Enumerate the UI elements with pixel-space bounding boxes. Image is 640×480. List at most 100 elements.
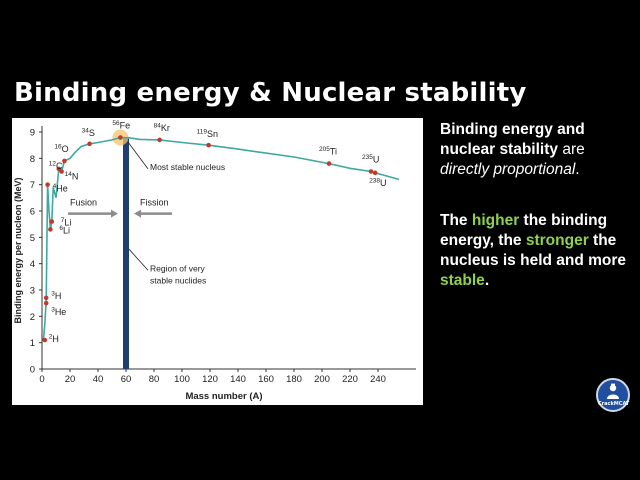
element-symbol: C (56, 161, 63, 171)
x-tick-label: 160 (258, 374, 274, 385)
side2-part-a: The (440, 212, 472, 229)
y-tick-label: 5 (30, 233, 35, 244)
data-point-3he (43, 300, 49, 306)
element-symbol: U (380, 178, 387, 188)
mass-number-superscript: 205 (319, 146, 330, 153)
point-label-16o: 16O (54, 143, 68, 154)
mass-number-superscript: 7 (61, 217, 65, 224)
mass-number-superscript: 235 (362, 154, 373, 161)
data-point-4he (45, 182, 50, 187)
x-tick-label: 240 (370, 374, 386, 385)
fusion-label: Fusion (70, 198, 97, 208)
mass-number-superscript: 4 (53, 183, 57, 190)
element-symbol: H (55, 291, 62, 301)
point-label-205ti: 205Ti (319, 146, 337, 157)
stable-region-bar (123, 138, 129, 369)
point-label-235u: 235U (362, 154, 379, 165)
fusion-arrow-head (111, 209, 118, 218)
x-tick-label: 220 (342, 374, 358, 385)
side-text-stability: The higher the binding energy, the stron… (440, 211, 635, 291)
most-stable-label: Most stable nucleus (150, 162, 225, 172)
element-symbol: S (89, 128, 95, 138)
side2-highlight-stable: stable (440, 272, 485, 289)
mass-number-superscript: 3 (51, 290, 55, 297)
point-label-7li: 7Li (61, 217, 72, 228)
logo-text: CrackMCAT (598, 401, 630, 407)
data-point-205ti (326, 161, 332, 166)
data-point-84kr (157, 137, 162, 143)
element-symbol: Li (64, 218, 71, 228)
side1-part-a: Binding energy and nuclear stability (440, 121, 585, 158)
mass-number-superscript: 238 (369, 177, 380, 184)
y-tick-label: 1 (30, 338, 35, 349)
fission-arrow-head (134, 209, 141, 218)
x-tick-label: 180 (286, 374, 302, 385)
data-point-3h (43, 295, 49, 301)
mass-number-superscript: 12 (49, 160, 57, 167)
binding-energy-chart: 0 1 2 3 4 5 6 7 8 9 0 20 40 60 80 100 120 140 160 180 200 220… (12, 118, 423, 405)
x-axis-label: Mass number (A) (185, 391, 262, 402)
side2-highlight-stronger: stronger (525, 232, 589, 249)
element-symbol: U (373, 155, 380, 165)
y-tick-label: 2 (30, 312, 35, 323)
element-symbol: He (55, 307, 67, 317)
side1-part-c: directly proportional (440, 161, 576, 178)
element-symbol: Li (63, 225, 70, 235)
x-tick-label: 20 (65, 374, 76, 385)
data-point-14n (59, 169, 64, 174)
y-tick-label: 7 (30, 180, 35, 191)
data-point-16o (62, 158, 67, 164)
x-tick-label: 100 (174, 374, 190, 385)
point-label-2h: 2H (49, 334, 59, 345)
data-point-34s (87, 141, 92, 147)
element-symbol: O (62, 144, 69, 154)
mass-number-superscript: 14 (65, 171, 73, 178)
data-point-6li (48, 227, 53, 232)
data-point-7li (49, 219, 55, 224)
side1-part-b: are (558, 141, 585, 158)
data-point-235u (368, 169, 374, 174)
y-tick-label: 8 (30, 154, 35, 165)
x-tick-label: 0 (39, 374, 44, 385)
y-tick-label: 4 (30, 259, 35, 270)
region-label-line1: Region of very (150, 264, 206, 274)
point-label-6li: 6Li (59, 225, 70, 236)
mass-number-superscript: 6 (59, 225, 63, 232)
side2-part-e: the nucleus is held and more (440, 232, 627, 269)
data-point-119sn (206, 142, 211, 148)
mass-number-superscript: 2 (49, 334, 53, 341)
y-axis-label: Binding energy per nucleon (MeV) (13, 177, 23, 323)
element-symbol: Fe (120, 121, 131, 131)
point-label-4he: 4He (53, 183, 68, 194)
mass-number-superscript: 16 (54, 143, 62, 150)
most-stable-pointer (127, 141, 149, 170)
crackmcat-logo: CrackMCAT (596, 378, 630, 412)
x-tick-label: 140 (230, 374, 246, 385)
point-label-34s: 34S (82, 127, 95, 138)
side1-part-d: . (575, 161, 580, 178)
point-label-84kr: 84Kr (154, 122, 170, 132)
point-label-3h: 3H (51, 290, 61, 301)
fission-label: Fission (140, 198, 169, 208)
y-tick-label: 3 (30, 286, 35, 297)
mass-number-superscript: 34 (82, 127, 90, 134)
x-tick-label: 200 (314, 374, 330, 385)
mass-number-superscript: 84 (154, 122, 162, 129)
y-tick-label: 9 (30, 128, 35, 139)
y-tick-label: 0 (30, 365, 35, 376)
point-label-12c: 12C (49, 160, 63, 171)
side2-highlight-higher: higher (471, 212, 520, 229)
mass-number-superscript: 3 (51, 307, 55, 314)
element-symbol: Ti (330, 147, 337, 157)
data-point-56fe (118, 135, 123, 140)
y-tick-label: 6 (30, 207, 35, 218)
mass-number-superscript: 56 (112, 120, 120, 127)
region-pointer (128, 248, 149, 271)
x-tick-label: 40 (93, 374, 104, 385)
doctor-icon (607, 383, 619, 399)
point-label-56fe: 56Fe (112, 120, 130, 131)
element-symbol: H (52, 334, 59, 344)
element-symbol: Sn (207, 129, 218, 139)
element-symbol: N (72, 172, 79, 182)
